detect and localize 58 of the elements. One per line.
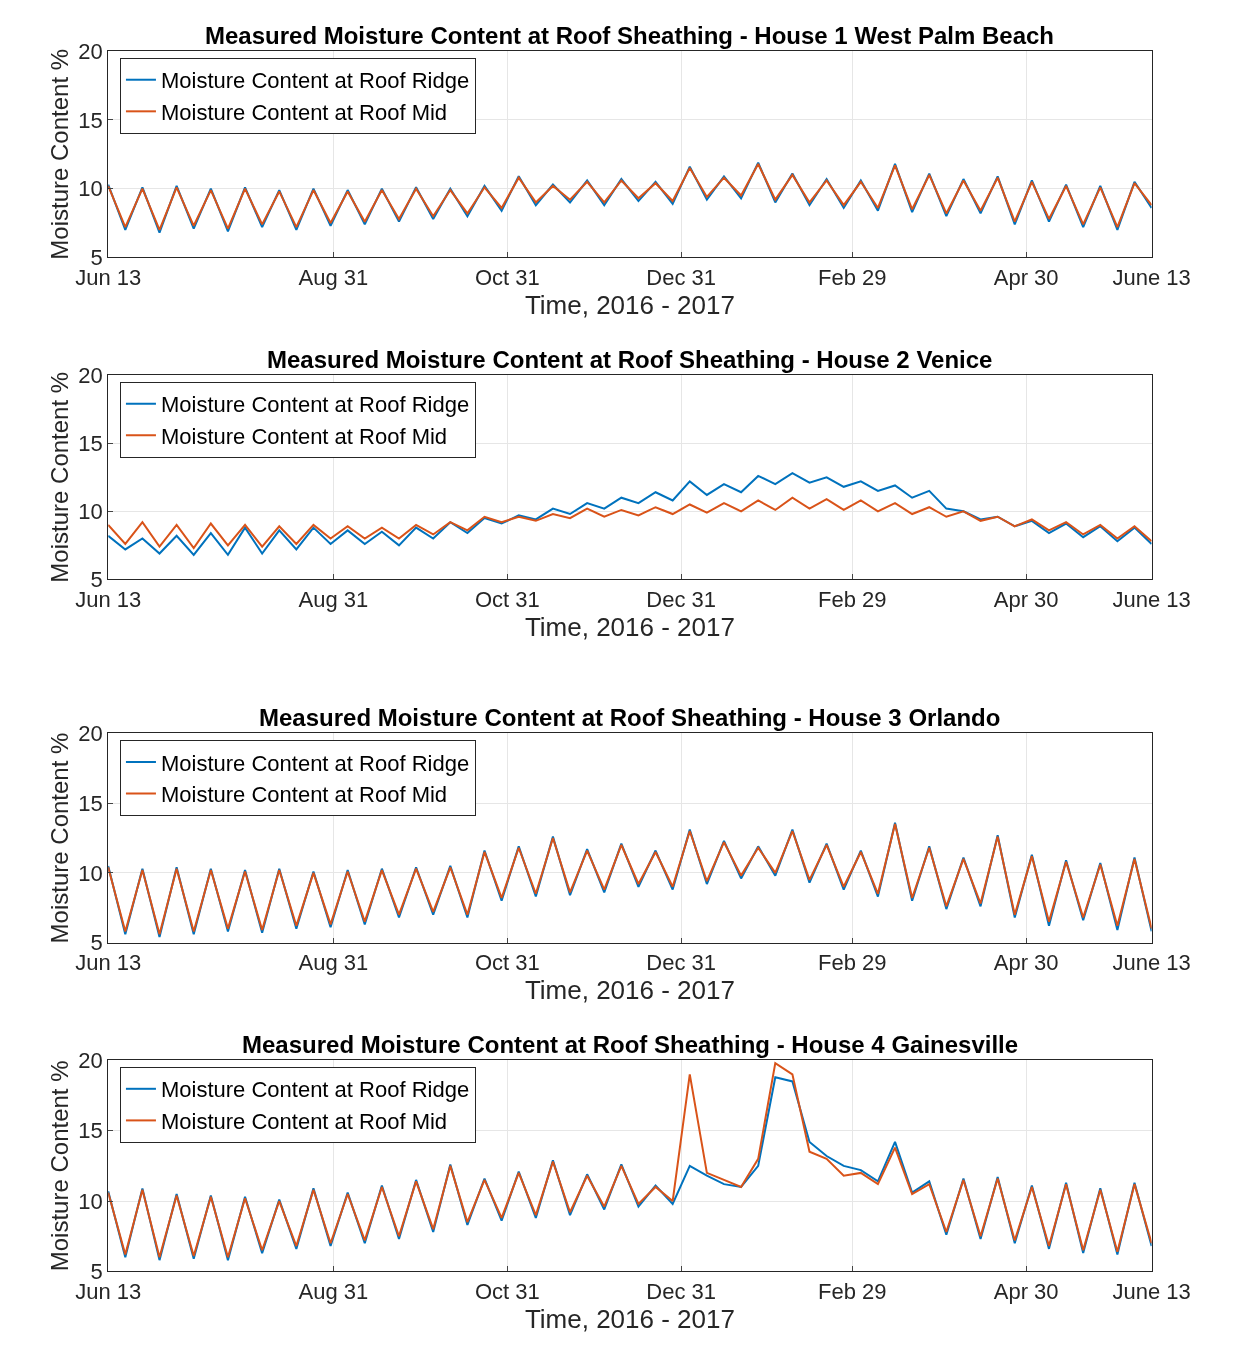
x-tick-label: Dec 31	[646, 586, 717, 612]
y-tick-label: 10	[78, 860, 103, 886]
legend-label: Moisture Content at Roof Ridge	[160, 68, 470, 94]
legend-label: Moisture Content at Roof Mid	[160, 782, 448, 808]
x-tick-label: Aug 31	[298, 586, 369, 612]
x-tick-label: Oct 31	[474, 949, 540, 975]
x-tick-label: Dec 31	[646, 949, 717, 975]
legend-label: Moisture Content at Roof Ridge	[160, 1077, 470, 1103]
legend-label: Moisture Content at Roof Ridge	[160, 392, 470, 418]
x-tick-label: Feb 29	[818, 586, 887, 612]
x-tick-label: Dec 31	[646, 1278, 717, 1304]
chart-title: Measured Moisture Content at Roof Sheathing - House 1 West Palm Beach	[205, 22, 1055, 49]
legend-label: Moisture Content at Roof Ridge	[160, 750, 470, 776]
legend-label: Moisture Content at Roof Mid	[160, 99, 448, 125]
x-tick-label: June 13	[1112, 1278, 1191, 1304]
x-tick-label: Oct 31	[474, 264, 540, 290]
y-tick-label: 20	[78, 721, 103, 747]
x-tick-label: Aug 31	[298, 264, 369, 290]
x-axis-title: Time, 2016 - 2017	[524, 1303, 735, 1334]
x-tick-label: Oct 31	[474, 1278, 540, 1304]
x-tick-label: Aug 31	[298, 1278, 369, 1304]
y-tick-label: 15	[78, 107, 103, 133]
x-tick-label: Apr 30	[993, 949, 1059, 975]
chart-title: Measured Moisture Content at Roof Sheathing - House 2 Venice	[267, 346, 993, 373]
x-tick-label: Feb 29	[818, 264, 887, 290]
x-tick-label: Dec 31	[646, 264, 717, 290]
x-tick-label: Feb 29	[818, 1278, 887, 1304]
y-tick-label: 15	[78, 1118, 103, 1144]
y-tick-label: 15	[78, 430, 103, 456]
y-axis-title: Moisture Content %	[46, 732, 74, 944]
chart-title: Measured Moisture Content at Roof Sheathing - House 4 Gainesville	[242, 1031, 1019, 1058]
y-tick-label: 10	[78, 176, 103, 202]
x-tick-label: Aug 31	[298, 949, 369, 975]
y-tick-label: 10	[78, 499, 103, 524]
y-axis-title: Moisture Content %	[46, 48, 74, 260]
x-tick-label: Oct 31	[474, 586, 540, 612]
chart-title: Measured Moisture Content at Roof Sheathing - House 3 Orlando	[259, 704, 1001, 731]
y-axis-title: Moisture Content %	[46, 1060, 74, 1272]
legend-label: Moisture Content at Roof Mid	[160, 1108, 448, 1134]
x-axis-title: Time, 2016 - 2017	[524, 611, 735, 642]
x-tick-label: June 13	[1112, 949, 1191, 975]
x-axis-title: Time, 2016 - 2017	[524, 974, 735, 1005]
x-tick-label: Feb 29	[818, 949, 887, 975]
x-axis-title: Time, 2016 - 2017	[524, 289, 735, 320]
legend-label: Moisture Content at Roof Mid	[160, 423, 448, 449]
x-tick-label: Apr 30	[993, 586, 1059, 612]
y-tick-label: 20	[78, 1048, 103, 1074]
y-tick-label: 20	[78, 362, 103, 388]
line-series	[108, 496, 1152, 550]
x-tick-label: Apr 30	[993, 1278, 1059, 1304]
y-tick-label: 10	[78, 1188, 103, 1214]
x-tick-label: June 13	[1112, 586, 1191, 612]
y-tick-label: 15	[78, 790, 103, 816]
x-tick-label: June 13	[1112, 264, 1191, 290]
x-tick-label: Apr 30	[993, 264, 1059, 290]
y-axis-title: Moisture Content %	[46, 371, 74, 583]
line-series	[108, 472, 1152, 556]
y-tick-label: 20	[78, 38, 103, 64]
